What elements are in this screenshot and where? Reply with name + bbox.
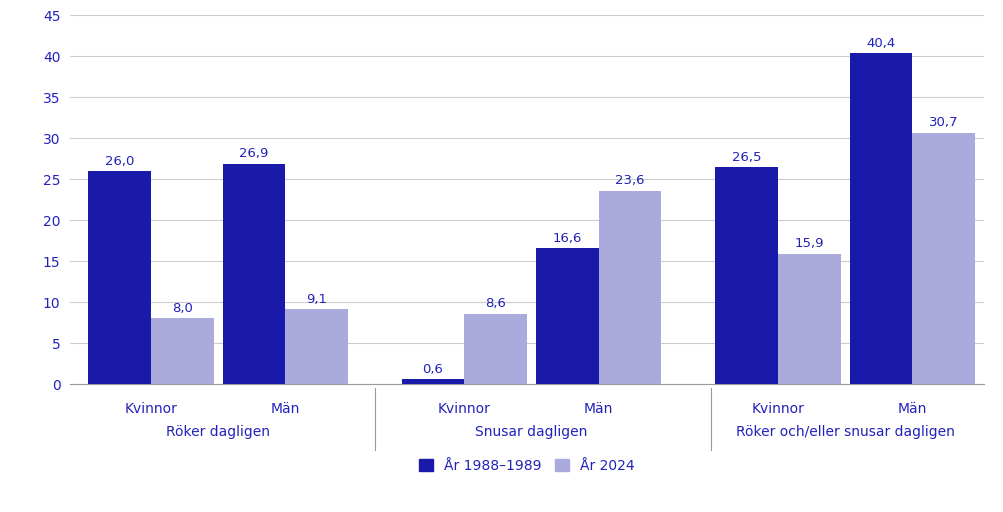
Text: Kvinnor: Kvinnor — [750, 402, 803, 416]
Bar — [714, 167, 777, 384]
Bar — [777, 254, 840, 384]
Text: 8,6: 8,6 — [484, 297, 506, 310]
Bar — [536, 248, 598, 384]
Text: Män: Män — [270, 402, 300, 416]
Bar — [598, 190, 661, 384]
Legend: År 1988–1989, År 2024: År 1988–1989, År 2024 — [418, 459, 635, 473]
Text: Kvinnor: Kvinnor — [437, 402, 490, 416]
Text: Snusar dagligen: Snusar dagligen — [474, 425, 587, 439]
Text: 30,7: 30,7 — [928, 116, 958, 129]
Text: 15,9: 15,9 — [793, 238, 823, 250]
Bar — [150, 318, 214, 384]
Text: 0,6: 0,6 — [422, 363, 443, 376]
Bar — [88, 171, 150, 384]
Text: 16,6: 16,6 — [553, 232, 582, 245]
Bar — [401, 379, 464, 384]
Text: Män: Män — [584, 402, 613, 416]
Text: 26,0: 26,0 — [104, 155, 134, 168]
Text: Män: Män — [897, 402, 926, 416]
Bar — [285, 309, 348, 384]
Text: Kvinnor: Kvinnor — [124, 402, 178, 416]
Text: 26,9: 26,9 — [239, 147, 269, 160]
Text: 23,6: 23,6 — [615, 175, 644, 187]
Bar — [464, 313, 527, 384]
Text: 9,1: 9,1 — [306, 293, 327, 306]
Text: 26,5: 26,5 — [731, 151, 760, 164]
Text: 8,0: 8,0 — [172, 302, 193, 315]
Bar — [849, 53, 912, 384]
Text: Röker och/eller snusar dagligen: Röker och/eller snusar dagligen — [735, 425, 954, 439]
Text: Röker dagligen: Röker dagligen — [165, 425, 270, 439]
Bar — [912, 133, 974, 384]
Bar — [223, 164, 285, 384]
Text: 40,4: 40,4 — [866, 37, 895, 50]
